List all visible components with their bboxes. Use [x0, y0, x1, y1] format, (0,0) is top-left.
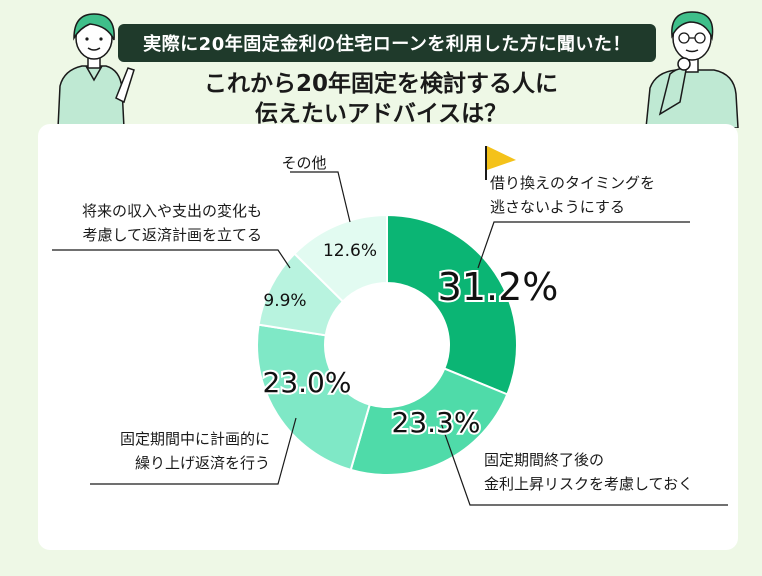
page-title-line-2: 伝えたいアドバイスは？	[254, 101, 508, 127]
banner-text: 実際に20年固定金利の住宅ローンを利用した方に聞いた！	[143, 34, 631, 55]
slice-category-label-5: その他	[281, 154, 326, 172]
leader-line-1	[477, 221, 690, 269]
flag-icon	[485, 146, 516, 180]
leader-line-4	[52, 249, 291, 269]
slice-category-label-3: 固定期間中に計画的に繰り上げ返済を行う	[120, 430, 270, 472]
donut-slice-2	[349, 367, 509, 476]
man-illustration	[645, 11, 739, 128]
slice-category-label-1: 借り換えのタイミングを逃さないようにする	[490, 174, 655, 216]
leader-line-3	[90, 417, 297, 485]
slice-category-label-2: 固定期間終了後の金利上昇リスクを考慮しておく	[484, 451, 693, 493]
slice-value-label-5: 12.6%	[323, 241, 377, 261]
survey-banner: 実際に20年固定金利の住宅ローンを利用した方に聞いた！	[118, 24, 656, 62]
donut-slice-1	[386, 213, 518, 396]
page-title-line-1: これから20年固定を検討する人に	[203, 71, 558, 97]
slice-value-label-2: 23.3%	[392, 406, 481, 439]
donut-slice-5	[293, 213, 388, 303]
slice-value-label-3: 23.0%	[263, 366, 352, 399]
donut-slice-3	[256, 323, 371, 472]
slice-value-label-4: 9.9%	[263, 291, 306, 311]
leader-line-2	[439, 419, 728, 506]
leader-line-5	[290, 171, 351, 223]
slice-category-label-4: 将来の収入や支出の変化も考慮して返済計画を立てる	[82, 202, 262, 244]
woman-illustration	[57, 13, 135, 128]
slice-value-label-1: 31.2%	[438, 265, 559, 309]
chart-card	[38, 124, 738, 550]
